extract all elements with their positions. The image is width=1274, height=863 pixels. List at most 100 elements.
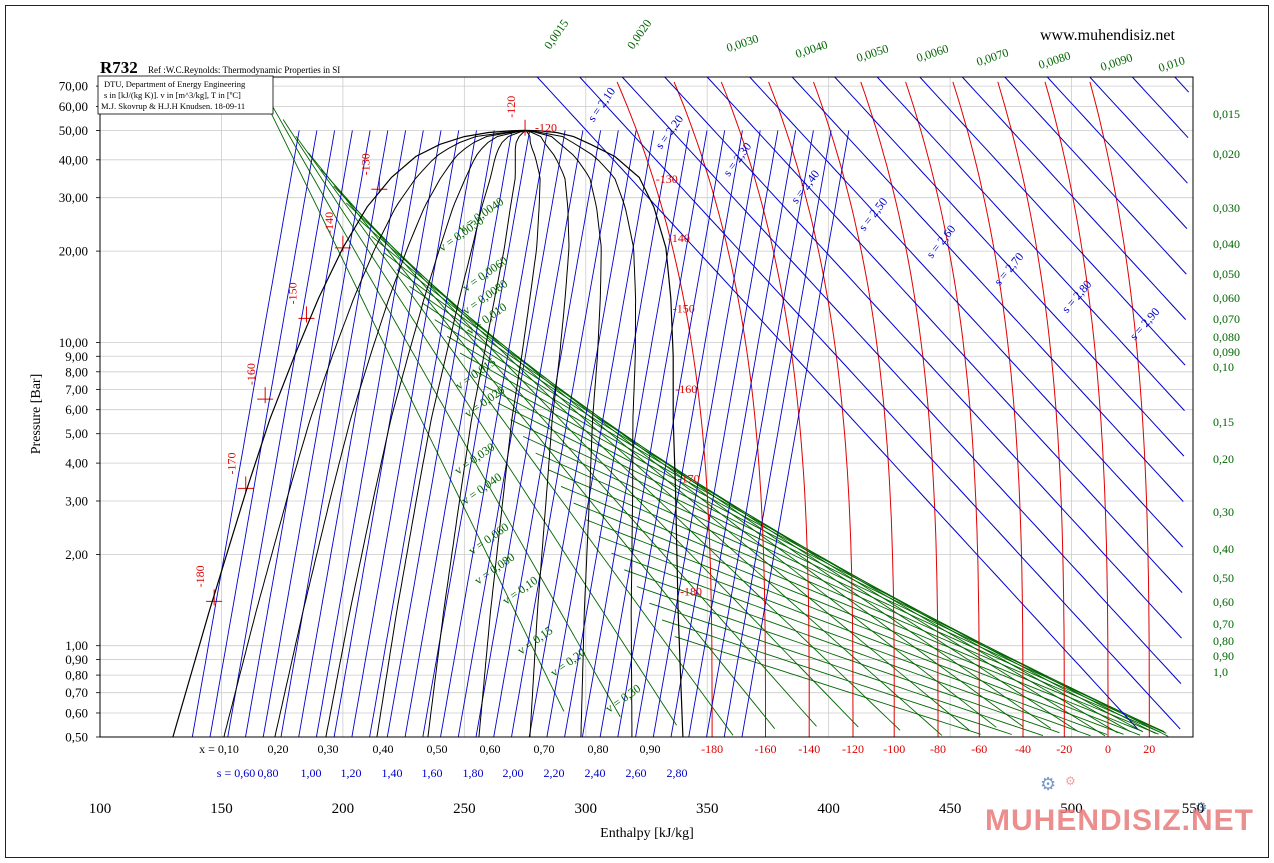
quality-label: 0,90	[640, 742, 661, 756]
isochore-line	[447, 335, 1118, 734]
volume-top-label: 0,010	[1157, 53, 1187, 75]
quality-label: 0,40	[373, 742, 394, 756]
volume-right-label: 0,80	[1213, 634, 1234, 648]
entropy-line-vapor	[919, 76, 1186, 366]
volume-right-label: 0,060	[1213, 291, 1240, 305]
quality-line	[529, 130, 637, 737]
sat-temp-label-vapor: -120	[535, 121, 557, 135]
entropy-line	[723, 130, 832, 738]
entropy-line-vapor	[1089, 76, 1188, 184]
info-box: DTU, Department of Energy Engineering s …	[97, 75, 274, 115]
entropy-line-vapor	[706, 76, 1183, 593]
quality-line	[325, 130, 523, 738]
isochore-line	[649, 602, 1044, 737]
y-tick-label: 1,00	[65, 638, 88, 653]
temperature-bottom-label: -100	[883, 742, 905, 756]
entropy-line-vapor	[834, 76, 1185, 457]
entropy-line	[581, 130, 690, 738]
volume-right-label: 0,070	[1213, 312, 1240, 326]
x-tick-label: 250	[453, 801, 476, 817]
temperature-bottom-label: -140	[798, 742, 820, 756]
entropy-bottom-label: 1,00	[301, 766, 322, 780]
isochore-line	[586, 519, 1141, 736]
volume-top-label: 0,0015	[541, 17, 571, 52]
volume-right-label: 1,0	[1213, 665, 1228, 679]
gear-icon: ⚙	[1195, 801, 1208, 816]
grid	[99, 77, 1194, 738]
volume-top-label: 0,0030	[725, 31, 761, 55]
entropy-line-vapor	[536, 76, 1139, 730]
sat-temp-label-vapor: -180	[680, 584, 702, 598]
website-url[interactable]: www.muhendisiz.net	[1040, 27, 1175, 44]
entropy-line-vapor	[1004, 76, 1187, 275]
entropy-line	[635, 130, 743, 738]
volume-right-label: 0,030	[1213, 201, 1240, 215]
entropy-bottom-label: 0,80	[258, 766, 279, 780]
entropy-line	[599, 130, 708, 738]
isochore-line	[295, 135, 734, 736]
sat-temp-label-liquid: -120	[504, 96, 518, 118]
volume-inner-label: v = 0,080	[472, 550, 518, 588]
isochore-line	[598, 536, 1124, 735]
entropy-bottom-label: 1,40	[382, 766, 403, 780]
temperature-bottom-label: -120	[842, 742, 864, 756]
isochore-line	[624, 569, 1091, 737]
entropy-line	[227, 130, 336, 738]
temperature-bottom-label: -180	[701, 742, 723, 756]
isochore-line	[345, 202, 901, 731]
temperature-bottom-label: 0	[1105, 742, 1111, 756]
volume-right-label: 0,015	[1213, 107, 1240, 121]
entropy-line	[315, 130, 424, 738]
entropy-line	[440, 130, 548, 738]
entropy-line	[652, 130, 761, 738]
y-tick-label: 50,00	[59, 123, 88, 138]
entropy-line	[298, 130, 407, 738]
entropy-bottom-label: 1,20	[341, 766, 362, 780]
entropy-bottom-label: 2,20	[544, 766, 565, 780]
sat-temp-label-liquid: -160	[244, 363, 258, 385]
isotherm-line	[616, 81, 713, 737]
volume-right-label: 0,50	[1213, 571, 1234, 585]
sat-temp-label-vapor: -160	[675, 382, 697, 396]
entropy-line-vapor	[1131, 76, 1189, 139]
y-tick-label: 6,00	[65, 402, 88, 417]
isochore-line	[409, 285, 1051, 729]
y-tick-label: 20,00	[59, 244, 88, 259]
y-tick-label: 30,00	[59, 190, 88, 205]
isotherm-line	[905, 81, 980, 737]
entropy-line	[191, 130, 300, 738]
isotherm-line	[720, 81, 810, 737]
volume-top-label: 0,0080	[1037, 48, 1073, 72]
entropy-bottom-label: 2,00	[503, 766, 524, 780]
entropy-line-vapor	[791, 76, 1184, 502]
axes: 0,500,600,700,800,901,002,003,004,005,00…	[59, 76, 1205, 817]
y-axis-label: Pressure [Bar]	[29, 374, 44, 454]
x-tick-label: 550	[1182, 801, 1205, 817]
y-tick-label: 0,80	[65, 668, 88, 683]
quality-line	[528, 130, 602, 738]
y-tick-label: 3,00	[65, 493, 88, 508]
volume-right-label: 0,60	[1213, 595, 1234, 609]
volume-right-label: 0,30	[1213, 505, 1234, 519]
sat-temp-label-liquid: -130	[358, 153, 372, 175]
entropy-bottom-label: 2,80	[667, 766, 688, 780]
isochore-line	[560, 485, 1159, 735]
x-tick-label: 100	[89, 801, 112, 817]
x-tick-label: 200	[332, 801, 355, 817]
volume-right-label: 0,080	[1213, 330, 1240, 344]
volume-right-label: 0,15	[1213, 415, 1234, 429]
volume-right-label: 0,040	[1213, 237, 1240, 251]
temperature-bottom-label: 20	[1143, 742, 1155, 756]
y-tick-label: 70,00	[59, 79, 88, 94]
volume-inner-label: v = 0,0040	[456, 194, 506, 235]
quality-label: x = 0,10	[199, 742, 239, 756]
entropy-bottom-label: 1,60	[422, 766, 443, 780]
y-tick-label: 9,00	[65, 349, 88, 364]
entropy-line	[511, 130, 619, 738]
entropy-label: s = 2,10	[585, 85, 619, 125]
volume-top-label: 0,0050	[855, 41, 891, 65]
entropy-line	[688, 130, 797, 738]
volume-right-label: 0,090	[1213, 345, 1240, 359]
isotherm-line	[1089, 81, 1150, 737]
